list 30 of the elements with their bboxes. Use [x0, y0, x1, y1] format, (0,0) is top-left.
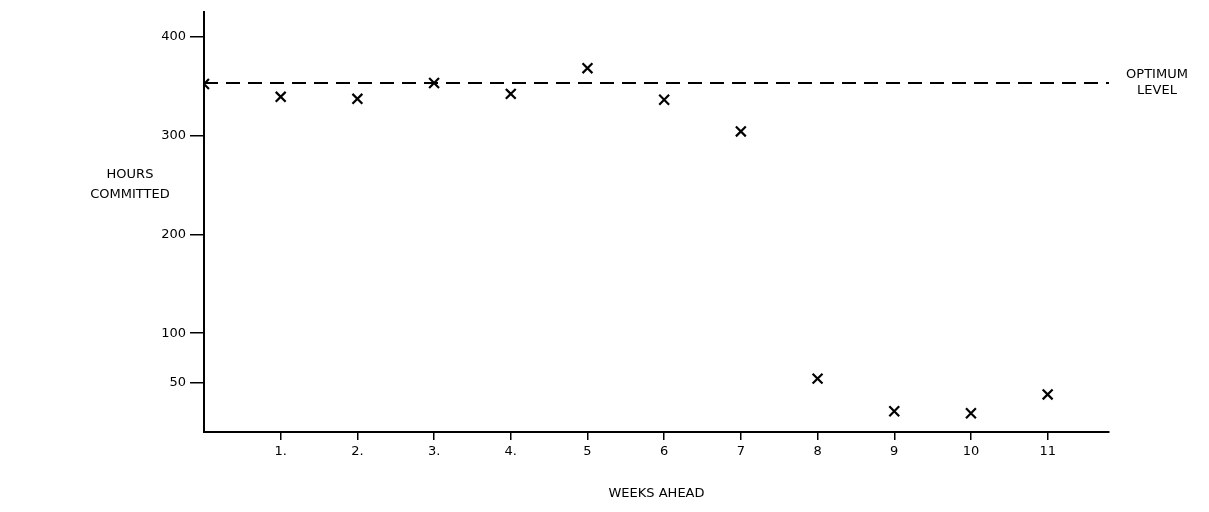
x-tick-label: 11 — [1039, 443, 1056, 459]
x-tick-label: 10 — [962, 443, 980, 459]
y-tick-label: 400 — [161, 27, 186, 43]
x-tick-label: 1. — [274, 443, 287, 459]
x-tick-label: 3. — [427, 443, 441, 459]
x-tick-label: 7 — [736, 443, 746, 459]
y-axis-title: HOURS COMMITTED — [90, 166, 170, 202]
point — [1041, 388, 1054, 401]
y-tick-label: 50 — [169, 373, 186, 389]
x-axis-title: WEEKS AHEAD — [608, 485, 705, 501]
point — [351, 92, 364, 105]
point — [581, 62, 594, 75]
point — [504, 87, 517, 100]
y-tick-label: 200 — [161, 225, 186, 241]
point — [658, 93, 671, 106]
point — [428, 76, 441, 90]
point — [888, 405, 901, 418]
point — [964, 407, 977, 420]
x-tick-label: 5 — [583, 443, 592, 459]
point — [734, 125, 747, 138]
x-tick-label: 6 — [660, 443, 669, 459]
y-tick-label: 100 — [161, 324, 186, 340]
x-tick-label: 4. — [504, 443, 517, 459]
ref-line-label: OPTIMUM LEVEL — [1126, 66, 1188, 98]
x-tick-label: 8 — [813, 443, 822, 459]
x-tick-label: 9 — [890, 443, 899, 459]
x-tick-label: 2. — [351, 443, 364, 459]
y-tick-label: 300 — [161, 126, 186, 142]
point — [811, 372, 824, 385]
point — [274, 90, 287, 103]
